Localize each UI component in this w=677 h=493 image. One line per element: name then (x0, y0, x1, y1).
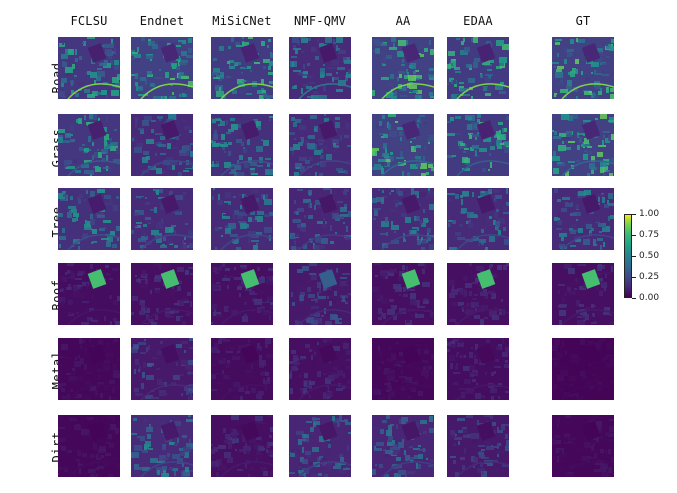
abundance-map-dirt-misicnet (211, 415, 273, 477)
column-header-nmf-qmv: NMF-QMV (294, 14, 346, 28)
column-header-gt: GT (575, 14, 591, 28)
column-header-edaa: EDAA (463, 14, 493, 28)
abundance-map-metal-fclsu (58, 338, 120, 400)
abundance-map-tree-nmf-qmv (289, 188, 351, 250)
abundance-map-tree-edaa (447, 188, 509, 250)
abundance-map-road-fclsu (58, 37, 120, 99)
abundance-map-road-endnet (131, 37, 193, 99)
abundance-map-road-aa (372, 37, 434, 99)
abundance-map-grass-endnet (131, 114, 193, 176)
abundance-map-grass-nmf-qmv (289, 114, 351, 176)
abundance-map-tree-endnet (131, 188, 193, 250)
abundance-map-metal-nmf-qmv (289, 338, 351, 400)
abundance-map-dirt-fclsu (58, 415, 120, 477)
abundance-map-metal-misicnet (211, 338, 273, 400)
colorbar-tick (632, 277, 636, 278)
abundance-map-metal-aa (372, 338, 434, 400)
column-header-aa: AA (395, 14, 411, 28)
column-header-fclsu: FCLSU (70, 14, 108, 28)
abundance-map-roof-gt (552, 263, 614, 325)
abundance-map-dirt-gt (552, 415, 614, 477)
colorbar-tick-label: 0.75 (639, 230, 660, 240)
colorbar-tick (632, 256, 636, 257)
abundance-map-grass-gt (552, 114, 614, 176)
abundance-map-road-edaa (447, 37, 509, 99)
abundance-map-metal-endnet (131, 338, 193, 400)
abundance-map-dirt-endnet (131, 415, 193, 477)
abundance-map-roof-fclsu (58, 263, 120, 325)
abundance-map-roof-endnet (131, 263, 193, 325)
abundance-map-tree-aa (372, 188, 434, 250)
abundance-map-grass-edaa (447, 114, 509, 176)
colorbar-tick (632, 235, 636, 236)
colorbar-tick-label: 0.50 (639, 251, 660, 261)
abundance-map-metal-gt (552, 338, 614, 400)
abundance-map-tree-gt (552, 188, 614, 250)
column-header-misicnet: MiSiCNet (212, 14, 272, 28)
abundance-map-grass-aa (372, 114, 434, 176)
colorbar-tick (632, 214, 636, 215)
abundance-map-road-nmf-qmv (289, 37, 351, 99)
column-header-endnet: Endnet (139, 14, 185, 28)
abundance-map-roof-misicnet (211, 263, 273, 325)
abundance-map-road-gt (552, 37, 614, 99)
abundance-map-dirt-edaa (447, 415, 509, 477)
abundance-map-tree-misicnet (211, 188, 273, 250)
abundance-map-metal-edaa (447, 338, 509, 400)
colorbar-tick-label: 0.00 (639, 293, 660, 303)
abundance-map-road-misicnet (211, 37, 273, 99)
abundance-map-grass-misicnet (211, 114, 273, 176)
colorbar (624, 214, 632, 298)
abundance-map-roof-aa (372, 263, 434, 325)
abundance-map-grass-fclsu (58, 114, 120, 176)
abundance-map-tree-fclsu (58, 188, 120, 250)
colorbar-tick (632, 298, 636, 299)
abundance-map-roof-nmf-qmv (289, 263, 351, 325)
abundance-map-dirt-aa (372, 415, 434, 477)
abundance-map-roof-edaa (447, 263, 509, 325)
colorbar-tick-label: 1.00 (639, 209, 660, 219)
colorbar-tick-label: 0.25 (639, 272, 660, 282)
abundance-map-dirt-nmf-qmv (289, 415, 351, 477)
